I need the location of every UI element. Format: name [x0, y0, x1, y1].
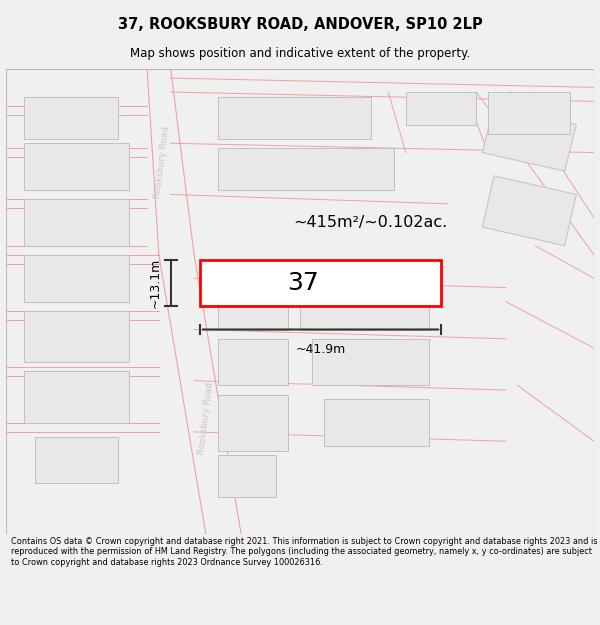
- Text: ~415m²/~0.102ac.: ~415m²/~0.102ac.: [293, 215, 448, 230]
- Bar: [488, 92, 571, 134]
- Bar: [23, 255, 130, 301]
- Bar: [218, 455, 277, 497]
- Bar: [218, 288, 288, 329]
- Bar: [218, 339, 288, 386]
- Polygon shape: [482, 176, 577, 246]
- Bar: [218, 148, 394, 190]
- Polygon shape: [482, 106, 577, 171]
- Bar: [300, 288, 430, 329]
- Bar: [23, 97, 118, 139]
- Text: 37: 37: [287, 271, 319, 295]
- Text: ~13.1m: ~13.1m: [149, 258, 162, 308]
- Bar: [23, 371, 130, 423]
- Bar: [23, 311, 130, 362]
- Bar: [35, 437, 118, 483]
- Text: ~41.9m: ~41.9m: [295, 344, 346, 356]
- Text: Rooksbury Road: Rooksbury Road: [197, 381, 215, 454]
- Text: Rooksbury Road: Rooksbury Road: [153, 125, 171, 199]
- Bar: [312, 339, 430, 386]
- Bar: [23, 143, 130, 190]
- Bar: [23, 199, 130, 246]
- Text: Contains OS data © Crown copyright and database right 2021. This information is : Contains OS data © Crown copyright and d…: [11, 537, 597, 567]
- Text: Map shows position and indicative extent of the property.: Map shows position and indicative extent…: [130, 47, 470, 60]
- Bar: [218, 97, 371, 139]
- Bar: [218, 395, 288, 451]
- Bar: [323, 399, 430, 446]
- Bar: [406, 92, 476, 124]
- Text: 37, ROOKSBURY ROAD, ANDOVER, SP10 2LP: 37, ROOKSBURY ROAD, ANDOVER, SP10 2LP: [118, 17, 482, 32]
- Bar: [200, 259, 441, 306]
